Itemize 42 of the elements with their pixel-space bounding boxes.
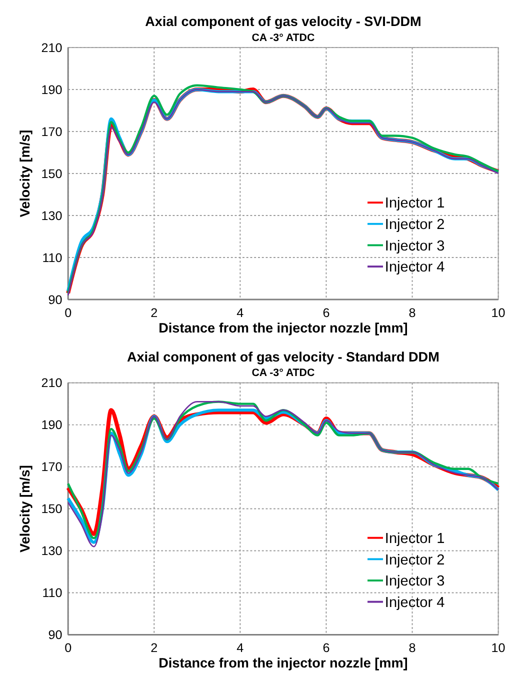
y-tick-label: 170 xyxy=(41,124,62,139)
x-tick-label: 2 xyxy=(150,641,158,656)
x-axis-title: Distance from the injector nozzle [mm] xyxy=(158,656,408,671)
y-tick-label: 150 xyxy=(41,502,62,516)
legend-label: Injector 1 xyxy=(384,196,445,212)
legend-label: Injector 2 xyxy=(384,552,445,568)
y-tick-label: 130 xyxy=(41,544,62,558)
legend-label: Injector 4 xyxy=(384,594,445,611)
x-tick-label: 10 xyxy=(491,641,506,656)
x-tick-label: 0 xyxy=(64,641,72,656)
y-tick-label: 90 xyxy=(48,628,62,642)
y-tick-label: 130 xyxy=(41,208,62,223)
x-tick-label: 8 xyxy=(408,641,416,656)
y-tick-label: 190 xyxy=(41,418,62,432)
x-tick-label: 6 xyxy=(322,641,330,656)
x-tick-label: 4 xyxy=(236,641,244,656)
legend-label: Injector 1 xyxy=(384,530,445,547)
legend-label: Injector 3 xyxy=(384,574,445,590)
x-tick-label: 0 xyxy=(64,306,72,320)
x-tick-label: 10 xyxy=(491,306,506,320)
y-tick-label: 190 xyxy=(41,82,62,97)
x-axis-title: Distance from the injector nozzle [mm] xyxy=(158,320,408,336)
y-axis-title: Velocity [m/s] xyxy=(17,465,32,552)
chart-subtitle: CA -3° ATDC xyxy=(252,32,315,44)
x-tick-label: 2 xyxy=(150,306,158,320)
x-tick-label: 4 xyxy=(236,306,244,320)
y-tick-label: 170 xyxy=(41,460,62,474)
y-axis-title: Velocity [m/s] xyxy=(17,130,32,218)
y-tick-label: 210 xyxy=(41,376,62,390)
x-tick-label: 8 xyxy=(408,306,416,320)
chart-title: Axial component of gas velocity - Standard DDM xyxy=(127,350,440,365)
y-tick-label: 150 xyxy=(41,166,62,181)
y-tick-label: 210 xyxy=(41,40,62,55)
y-tick-label: 110 xyxy=(42,586,62,600)
chart-title: Axial component of gas velocity - SVI-DDM xyxy=(145,14,422,30)
chart-subtitle: CA -3° ATDC xyxy=(252,367,315,380)
legend-label: Injector 4 xyxy=(384,260,445,276)
legend-label: Injector 3 xyxy=(384,238,445,254)
x-tick-label: 6 xyxy=(322,306,330,320)
y-tick-label: 90 xyxy=(48,292,62,307)
legend-label: Injector 2 xyxy=(384,216,445,233)
y-tick-label: 110 xyxy=(42,250,62,265)
